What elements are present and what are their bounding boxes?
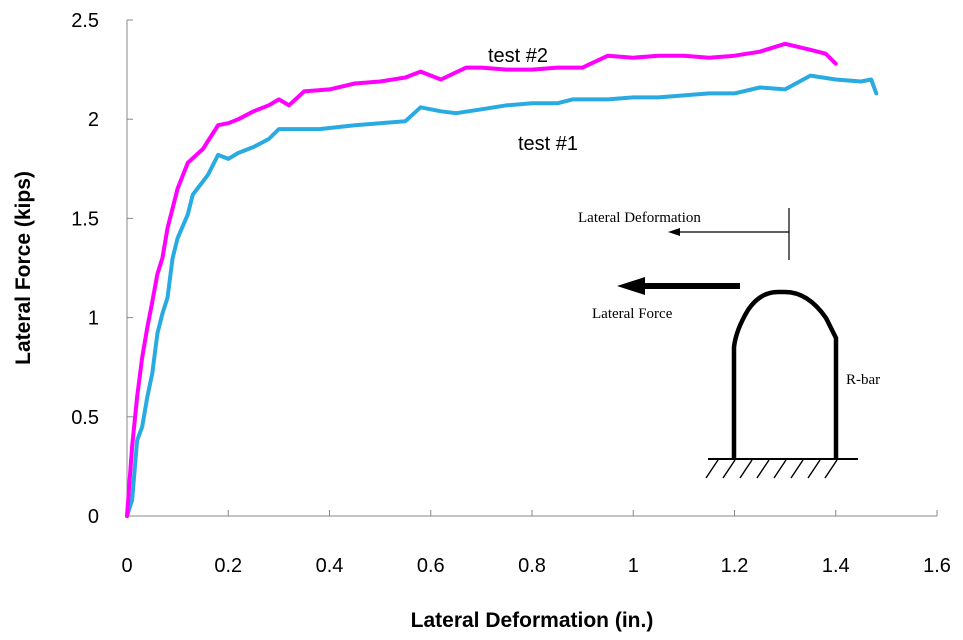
- series-group: [125, 41, 879, 518]
- plot-area: 0 0.5 1 1.5 2 2.5 0 0.2 0.4 0.6 0.8 1 1.2 1.4 1.6: [71, 10, 951, 577]
- y-tick-label: 1.5: [71, 208, 99, 230]
- hatch-mark: [739, 459, 753, 479]
- x-tick-label: 1: [628, 555, 639, 577]
- hatch-mark: [756, 459, 770, 479]
- series-line-test1: [125, 73, 879, 518]
- x-axis-title: Lateral Deformation (in.): [411, 609, 654, 632]
- x-tick-label: 1.6: [923, 555, 951, 577]
- x-tick-label: 0.2: [214, 555, 242, 577]
- y-tick-label: 1: [88, 308, 99, 330]
- diagram-force-label: Lateral Force: [592, 306, 673, 322]
- y-tick-label: 0: [88, 506, 99, 528]
- y-tick-label: 2: [88, 109, 99, 131]
- y-tick-label: 0.5: [71, 407, 99, 429]
- x-tick-label: 1.2: [721, 555, 749, 577]
- hatch-mark: [790, 459, 804, 479]
- series-label-test2: test #2: [488, 45, 548, 67]
- force-arrow-head: [617, 277, 645, 295]
- hatch-mark: [705, 459, 719, 479]
- hatch-mark: [824, 459, 838, 479]
- hatch-mark: [807, 459, 821, 479]
- r-bar-diagram: Lateral Deformation Lateral Force R-bar: [578, 208, 880, 479]
- y-tick-label: 2.5: [71, 10, 99, 32]
- x-tick-label: 0.4: [316, 555, 344, 577]
- x-tick-label: 0.8: [518, 555, 546, 577]
- ground-hatch: [705, 459, 838, 479]
- series-label-test1: test #1: [518, 133, 578, 155]
- y-axis-title: Lateral Force (kips): [12, 171, 35, 365]
- x-tick-label: 0.6: [417, 555, 445, 577]
- x-tick-label: 1.4: [822, 555, 850, 577]
- y-ticks: 0 0.5 1 1.5 2 2.5: [71, 10, 133, 528]
- diagram-deformation-label: Lateral Deformation: [578, 210, 701, 226]
- r-bar-shape: [731, 289, 839, 458]
- diagram-bar-label: R-bar: [846, 372, 880, 388]
- deformation-arrow-head: [668, 228, 680, 236]
- series-line-test2: [125, 41, 838, 518]
- x-ticks: 0 0.2 0.4 0.6 0.8 1 1.2 1.4 1.6: [121, 510, 951, 577]
- x-tick-label: 0: [121, 555, 132, 577]
- hatch-mark: [773, 459, 787, 479]
- hatch-mark: [722, 459, 736, 479]
